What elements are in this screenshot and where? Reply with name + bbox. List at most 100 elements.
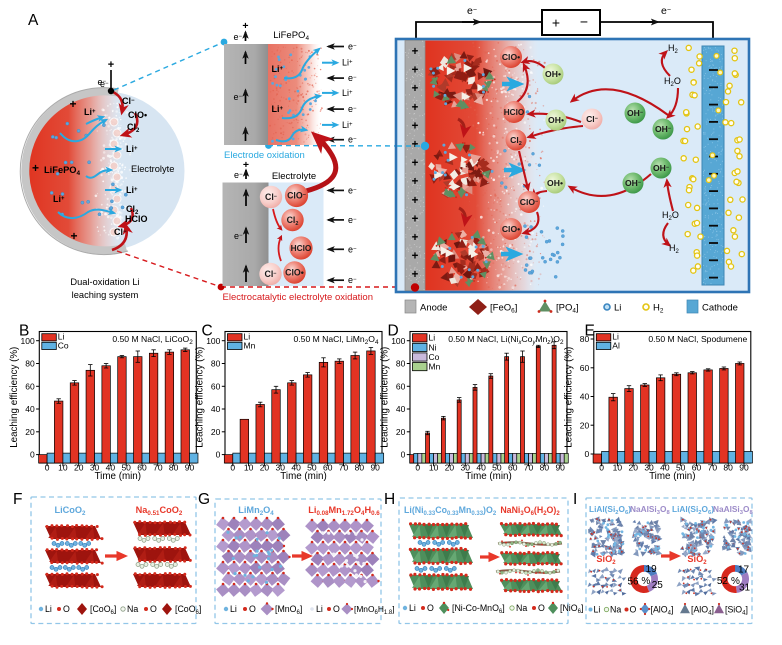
svg-text:Li0.08Mn1.72O4H0.6: Li0.08Mn1.72O4H0.6 [308,505,380,517]
svg-text:80: 80 [169,462,179,472]
svg-text:SiO2: SiO2 [596,554,616,566]
svg-text:60: 60 [396,381,406,391]
svg-text:0: 0 [216,450,221,460]
svg-text:60: 60 [211,381,221,391]
svg-text:0: 0 [415,462,420,472]
svg-text:NaNi3O6(H2O)2: NaNi3O6(H2O)2 [500,505,560,517]
svg-text:[Ni-Co-MnO6]: [Ni-Co-MnO6] [452,603,505,615]
svg-text:40: 40 [291,462,301,472]
svg-text:LiCoO2: LiCoO2 [54,505,86,517]
svg-text:Mn: Mn [244,340,256,350]
svg-text:+: + [242,20,248,32]
svg-text:+: + [412,176,419,188]
svg-text:40: 40 [106,462,116,472]
svg-text:C: C [202,323,213,340]
svg-text:+: + [412,102,419,114]
svg-text:20: 20 [260,462,270,472]
svg-text:Cl2: Cl2 [287,215,299,227]
svg-text:0: 0 [401,450,406,460]
svg-text:Li+: Li+ [342,88,353,98]
svg-text:B: B [19,323,29,340]
svg-text:H: H [384,491,395,508]
svg-text:60: 60 [692,462,702,472]
svg-text:Li: Li [612,332,619,342]
svg-text:Li+: Li+ [342,58,353,68]
svg-text:LiAl(Si2O6): LiAl(Si2O6) [589,504,631,516]
svg-text:40: 40 [396,404,406,414]
svg-text:Ni: Ni [429,342,437,352]
svg-text:+: + [412,158,419,170]
svg-text:+: + [412,269,419,281]
svg-text:Leaching efficiency (%): Leaching efficiency (%) [563,347,574,448]
svg-text:H2O: H2O [664,76,681,88]
svg-text:Time (min): Time (min) [465,471,511,482]
svg-text:70: 70 [339,462,349,472]
svg-text:20: 20 [580,420,590,430]
svg-text:Al: Al [612,340,620,350]
svg-text:Cl−: Cl− [114,227,127,237]
svg-text:0: 0 [30,450,35,460]
svg-text:NaAlSi3O8: NaAlSi3O8 [713,504,753,516]
svg-text:0: 0 [45,462,50,472]
svg-text:+: + [412,46,419,58]
svg-text:ClO•: ClO• [128,110,147,120]
svg-text:+: + [412,195,419,207]
svg-text:80: 80 [25,359,35,369]
svg-text:e−: e− [348,135,357,145]
svg-text:0: 0 [584,449,589,459]
svg-text:Li: Li [316,604,323,614]
svg-text:OH−: OH− [625,178,641,188]
svg-text:+: + [69,97,76,111]
svg-text:30: 30 [276,462,286,472]
svg-text:31: 31 [739,583,751,594]
svg-text:%: % [731,576,740,587]
svg-text:80: 80 [396,359,406,369]
svg-text:Li: Li [614,303,621,314]
svg-text:HClO: HClO [291,243,312,253]
svg-text:e−: e− [233,92,242,102]
svg-text:Cl−: Cl− [264,269,276,279]
svg-text:Li+: Li+ [126,185,138,195]
svg-text:10: 10 [58,462,68,472]
svg-text:A: A [28,12,39,29]
svg-text:[AlO4]: [AlO4] [651,605,674,617]
svg-text:30: 30 [90,462,100,472]
svg-text:leaching system: leaching system [72,290,139,300]
svg-text:[CoO6]: [CoO6] [90,604,116,616]
svg-text:90: 90 [370,462,380,472]
svg-text:Li: Li [409,603,416,613]
svg-text:e−: e− [348,73,357,83]
svg-text:O: O [249,604,256,614]
svg-text:52: 52 [717,576,729,587]
svg-text:e−: e− [100,79,109,89]
svg-text:Mn: Mn [429,362,441,372]
svg-text:+: + [412,120,419,132]
svg-text:30: 30 [644,462,654,472]
svg-text:Li(Ni0.33Co0.33Mn0.33)O2: Li(Ni0.33Co0.33Mn0.33)O2 [404,505,497,517]
svg-text:H2: H2 [653,303,664,315]
svg-text:80: 80 [580,334,590,344]
svg-text:+: + [552,15,560,31]
svg-text:100: 100 [21,336,35,346]
svg-text:Cl2: Cl2 [127,122,140,134]
svg-text:[NiO6]: [NiO6] [560,603,583,615]
svg-text:Leaching efficiency (%): Leaching efficiency (%) [195,347,206,448]
svg-text:10: 10 [429,462,439,472]
svg-text:0.50 M NaCl, Li(NixCoyMnz)O2: 0.50 M NaCl, Li(NixCoyMnz)O2 [448,334,564,346]
svg-text:LiFePO4: LiFePO4 [273,30,309,42]
svg-text:[FeO6]: [FeO6] [490,303,517,315]
svg-text:Time (min): Time (min) [280,471,326,482]
svg-text:Co: Co [58,340,69,350]
svg-text:[CoO6]: [CoO6] [175,604,201,616]
svg-text:OH•: OH• [548,115,564,125]
svg-text:90: 90 [185,462,195,472]
svg-text:+: + [412,139,419,151]
svg-text:+: + [412,251,419,263]
svg-text:Cathode: Cathode [702,303,738,314]
svg-text:17: 17 [738,565,750,576]
svg-text:+: + [412,232,419,244]
svg-text:0: 0 [230,462,235,472]
svg-text:LiMn2O4: LiMn2O4 [238,505,274,517]
svg-text:20: 20 [629,462,639,472]
svg-text:ClO−: ClO− [520,197,539,207]
